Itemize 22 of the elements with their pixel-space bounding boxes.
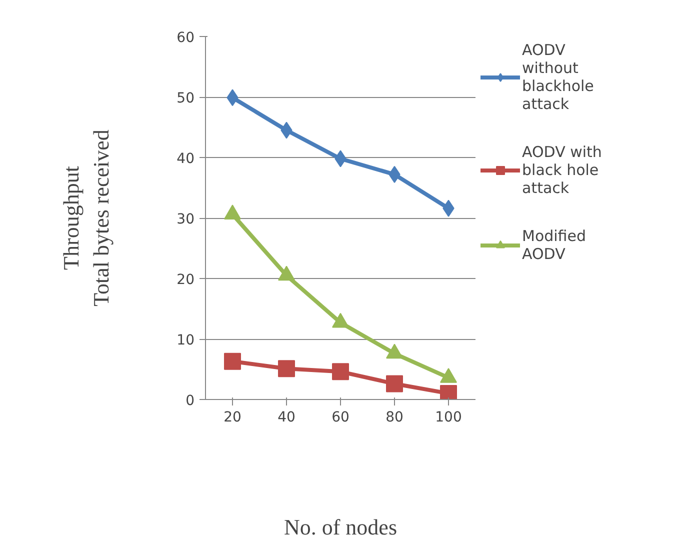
legend-label: Modified AODV (522, 227, 586, 263)
y-tick-label: 40 (176, 151, 195, 167)
y-tick-label: 20 (176, 272, 195, 288)
y-tick-label: 10 (176, 332, 195, 348)
y-tick-label: 30 (176, 212, 195, 228)
x-tick-label: 100 (435, 410, 462, 426)
x-tick-label: 60 (332, 410, 350, 426)
point (278, 360, 295, 378)
x-tick-label: 80 (386, 410, 404, 426)
point (386, 375, 403, 392)
point (332, 363, 349, 380)
point (440, 384, 457, 400)
y-axis-title: Throughput Total bytes received (58, 130, 114, 306)
legend-label: AODV without blackhole attack (522, 41, 594, 113)
y-tick-label: 0 (186, 393, 195, 409)
x-tick-label: 40 (278, 410, 296, 426)
point (224, 352, 241, 370)
y-tick-label: 60 (176, 30, 195, 46)
x-tick-label: 20 (224, 410, 242, 426)
x-axis-title: No. of nodes (284, 514, 398, 540)
y-tick-label: 50 (176, 90, 195, 106)
legend-label: AODV with black hole attack (522, 143, 602, 197)
